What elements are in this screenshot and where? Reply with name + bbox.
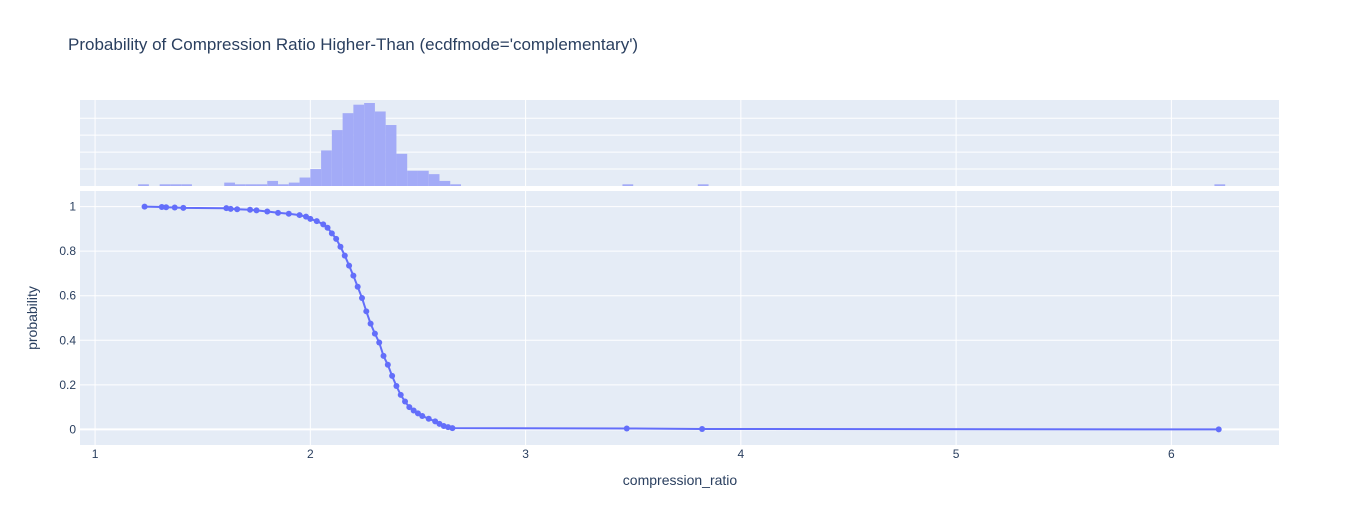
histogram-bar — [698, 184, 709, 186]
histogram-bar — [332, 130, 343, 186]
ecdf-point — [333, 236, 339, 242]
histogram-bar — [289, 183, 300, 186]
ecdf-point — [337, 244, 343, 250]
histogram-bar — [343, 113, 354, 186]
ecdf-point — [286, 211, 292, 217]
ecdf-point — [419, 413, 425, 419]
main-plot-background — [80, 191, 1279, 445]
ecdf-point — [314, 218, 320, 224]
ecdf-point — [350, 273, 356, 279]
ecdf-point — [142, 204, 148, 210]
ecdf-point — [363, 308, 369, 314]
y-tick-label: 1 — [69, 200, 76, 214]
ecdf-point — [355, 284, 361, 290]
histogram-bar — [246, 184, 257, 186]
histogram-bar — [375, 111, 386, 186]
histogram-bar — [396, 154, 407, 186]
x-tick-label: 1 — [92, 447, 99, 461]
ecdf-point — [329, 230, 335, 236]
y-tick-label: 0.4 — [59, 333, 76, 347]
ecdf-point — [172, 204, 178, 210]
y-tick-label: 0.2 — [59, 378, 76, 392]
y-axis-title: probability — [24, 286, 40, 350]
ecdf-point — [398, 392, 404, 398]
histogram-bar — [418, 171, 429, 186]
ecdf-point — [346, 263, 352, 269]
ecdf-point — [180, 205, 186, 211]
histogram-bar — [235, 184, 246, 186]
chart-title: Probability of Compression Ratio Higher-… — [68, 35, 638, 54]
ecdf-point — [254, 207, 260, 213]
x-tick-label: 5 — [953, 447, 960, 461]
ecdf-point — [228, 206, 234, 212]
histogram-bar — [1214, 184, 1225, 186]
ecdf-point — [385, 362, 391, 368]
histogram-bar — [353, 105, 364, 186]
ecdf-point — [234, 206, 240, 212]
ecdf-point — [449, 425, 455, 431]
histogram-bar — [278, 184, 289, 186]
x-tick-label: 2 — [307, 447, 314, 461]
ecdf-point — [307, 216, 313, 222]
ecdf-point — [297, 212, 303, 218]
histogram-bar — [170, 184, 181, 186]
histogram-bar — [310, 169, 321, 186]
histogram-bar — [138, 184, 149, 186]
histogram-bar — [160, 184, 171, 186]
histogram-bar — [257, 184, 268, 186]
ecdf-point — [342, 253, 348, 259]
x-axis-title: compression_ratio — [623, 472, 738, 488]
histogram-bar — [364, 103, 375, 186]
histogram-bar — [429, 174, 440, 186]
histogram-bar — [450, 184, 461, 186]
ecdf-point — [247, 207, 253, 213]
x-tick-label: 3 — [522, 447, 529, 461]
y-tick-label: 0 — [69, 422, 76, 436]
ecdf-point — [372, 331, 378, 337]
histogram-bar — [407, 171, 418, 186]
ecdf-point — [325, 225, 331, 231]
x-tick-label: 6 — [1168, 447, 1175, 461]
ecdf-point — [359, 295, 365, 301]
histogram-bar — [224, 183, 235, 186]
ecdf-point — [389, 373, 395, 379]
ecdf-point — [275, 210, 281, 216]
ecdf-point — [1216, 426, 1222, 432]
y-tick-label: 0.6 — [59, 289, 76, 303]
ecdf-point — [426, 416, 432, 422]
histogram-bar — [181, 184, 192, 186]
histogram-bar — [622, 184, 633, 186]
histogram-bar — [300, 178, 311, 186]
ecdf-point — [402, 399, 408, 405]
ecdf-point — [368, 321, 374, 327]
ecdf-point — [376, 340, 382, 346]
ecdf-point — [264, 208, 270, 214]
ecdf-point — [699, 426, 705, 432]
histogram-bar — [267, 181, 278, 186]
ecdf-point — [624, 426, 630, 432]
ecdf-point — [393, 383, 399, 389]
ecdf-point — [381, 353, 387, 359]
y-tick-label: 0.8 — [59, 244, 76, 258]
marginal-plot-background — [80, 100, 1279, 186]
histogram-bar — [321, 150, 332, 186]
histogram-bar — [386, 125, 397, 186]
x-tick-label: 4 — [738, 447, 745, 461]
histogram-bar — [439, 181, 450, 186]
ecdf-point — [163, 204, 169, 210]
